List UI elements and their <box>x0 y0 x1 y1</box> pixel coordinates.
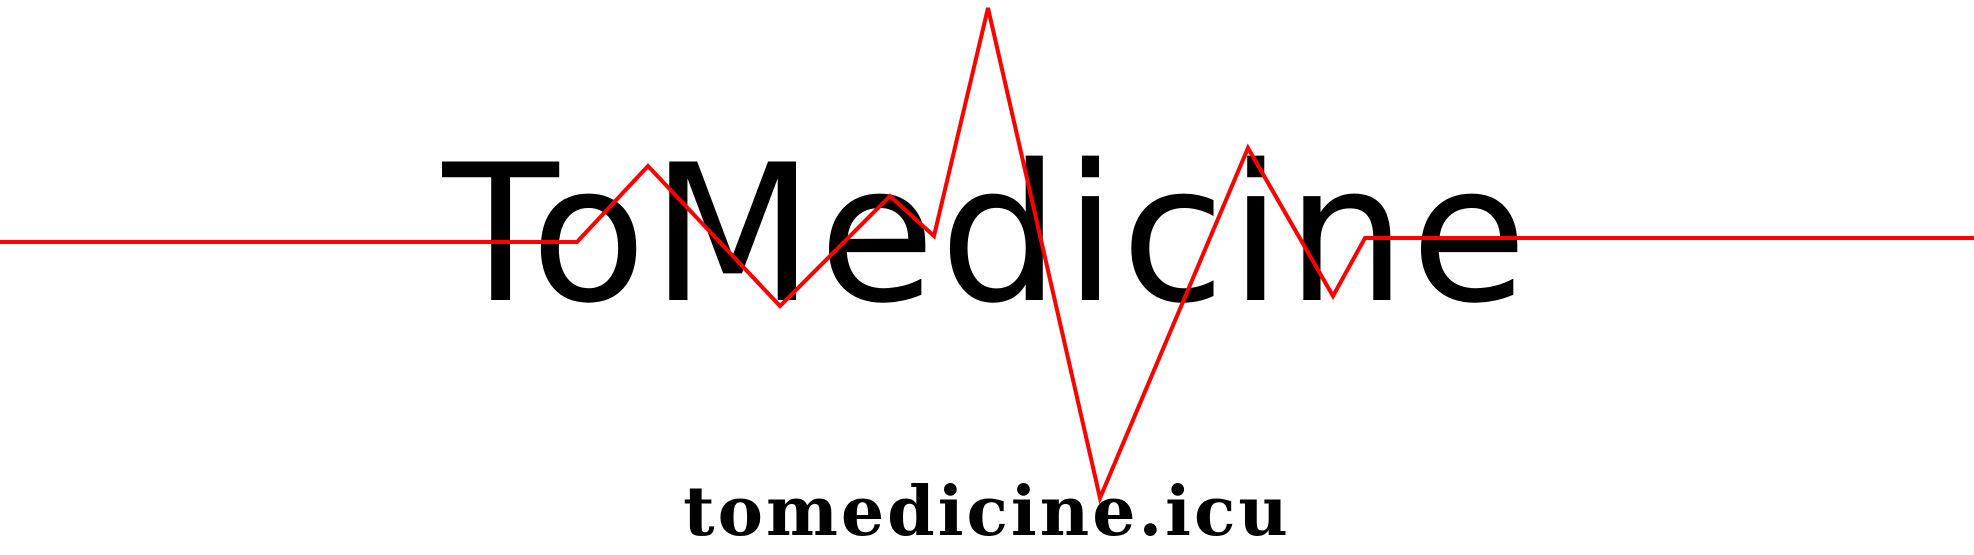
brand-url: tomedicine.icu <box>683 472 1291 552</box>
brand-title: ToMedicine <box>442 124 1532 345</box>
